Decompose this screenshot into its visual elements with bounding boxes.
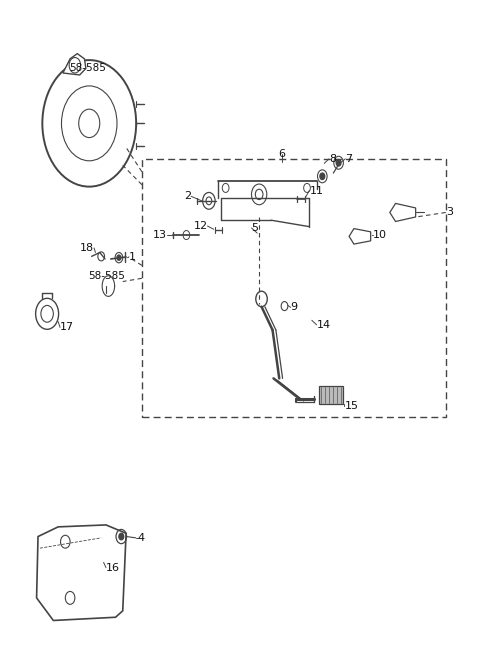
Text: 14: 14 bbox=[317, 320, 331, 330]
Text: 16: 16 bbox=[106, 562, 120, 573]
Polygon shape bbox=[319, 386, 343, 404]
Text: 15: 15 bbox=[344, 401, 359, 411]
Text: 18: 18 bbox=[80, 243, 94, 253]
Text: 8: 8 bbox=[329, 154, 336, 164]
Circle shape bbox=[117, 255, 121, 260]
Text: 17: 17 bbox=[60, 322, 74, 333]
Text: 10: 10 bbox=[373, 230, 387, 240]
Text: 3: 3 bbox=[446, 207, 453, 217]
Circle shape bbox=[320, 173, 324, 179]
Text: 12: 12 bbox=[193, 221, 207, 231]
Text: 2: 2 bbox=[184, 192, 191, 201]
Circle shape bbox=[336, 160, 341, 166]
Polygon shape bbox=[63, 54, 86, 75]
Text: 7: 7 bbox=[345, 154, 352, 164]
Text: 13: 13 bbox=[153, 230, 167, 240]
Text: 6: 6 bbox=[278, 149, 286, 159]
Text: 5: 5 bbox=[252, 223, 259, 233]
Polygon shape bbox=[349, 228, 371, 244]
Text: 9: 9 bbox=[291, 302, 298, 313]
Circle shape bbox=[119, 533, 124, 540]
Text: 11: 11 bbox=[310, 186, 324, 195]
Bar bbox=[142, 159, 446, 417]
Polygon shape bbox=[390, 203, 416, 221]
Text: 58-585: 58-585 bbox=[69, 63, 106, 74]
Polygon shape bbox=[36, 525, 126, 620]
Text: 58-585: 58-585 bbox=[88, 271, 125, 281]
Text: 4: 4 bbox=[138, 533, 144, 543]
Text: 1: 1 bbox=[129, 252, 136, 262]
